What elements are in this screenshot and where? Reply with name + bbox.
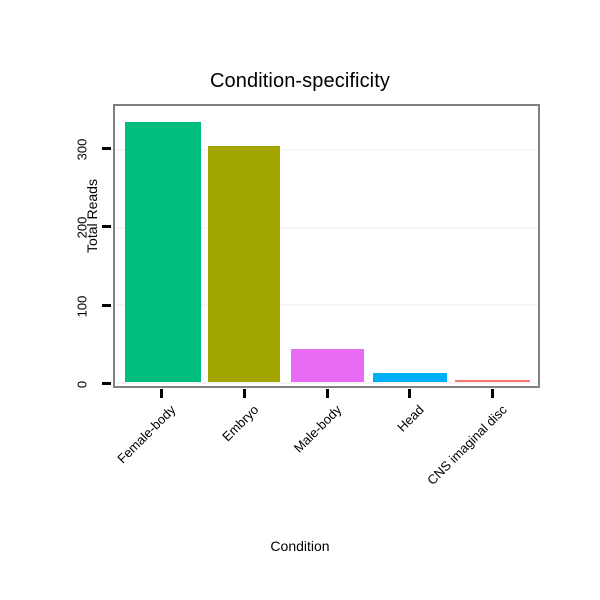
bar-head[interactable] xyxy=(373,373,447,382)
bar-cns-imaginal-disc[interactable] xyxy=(455,380,530,382)
gridline-200 xyxy=(115,227,538,229)
chart-title: Condition-specificity xyxy=(210,70,390,92)
x-tick-label-female-body: Female-body xyxy=(114,402,179,467)
x-axis-title: Condition xyxy=(270,538,330,554)
x-tick-mark-2 xyxy=(326,389,329,398)
y-tick-mark-300 xyxy=(102,147,111,150)
gridline-100 xyxy=(115,304,538,306)
x-tick-label-male-body: Male-body xyxy=(291,402,345,456)
x-tick-mark-0 xyxy=(160,389,163,398)
bar-male-body[interactable] xyxy=(291,349,364,382)
y-tick-mark-200 xyxy=(102,225,111,228)
x-tick-label-head: Head xyxy=(394,402,427,435)
y-tick-label-0: 0 xyxy=(74,380,90,389)
plot-panel xyxy=(113,104,540,388)
x-tick-mark-3 xyxy=(408,389,411,398)
x-tick-label-embryo: Embryo xyxy=(219,402,262,445)
x-tick-mark-4 xyxy=(491,389,494,398)
y-tick-mark-100 xyxy=(102,304,111,307)
x-tick-mark-1 xyxy=(243,389,246,398)
y-tick-label-100: 100 xyxy=(74,295,90,318)
bar-embryo[interactable] xyxy=(208,146,280,382)
y-tick-mark-0 xyxy=(102,382,111,385)
x-tick-label-cns-imaginal-disc: CNS imaginal disc xyxy=(423,402,510,488)
y-tick-label-200: 200 xyxy=(74,216,90,239)
gridline-300 xyxy=(115,149,538,151)
y-tick-label-300: 300 xyxy=(74,138,90,161)
gridline-0 xyxy=(115,382,538,384)
bar-female-body[interactable] xyxy=(125,122,201,382)
plot-area xyxy=(115,106,538,386)
